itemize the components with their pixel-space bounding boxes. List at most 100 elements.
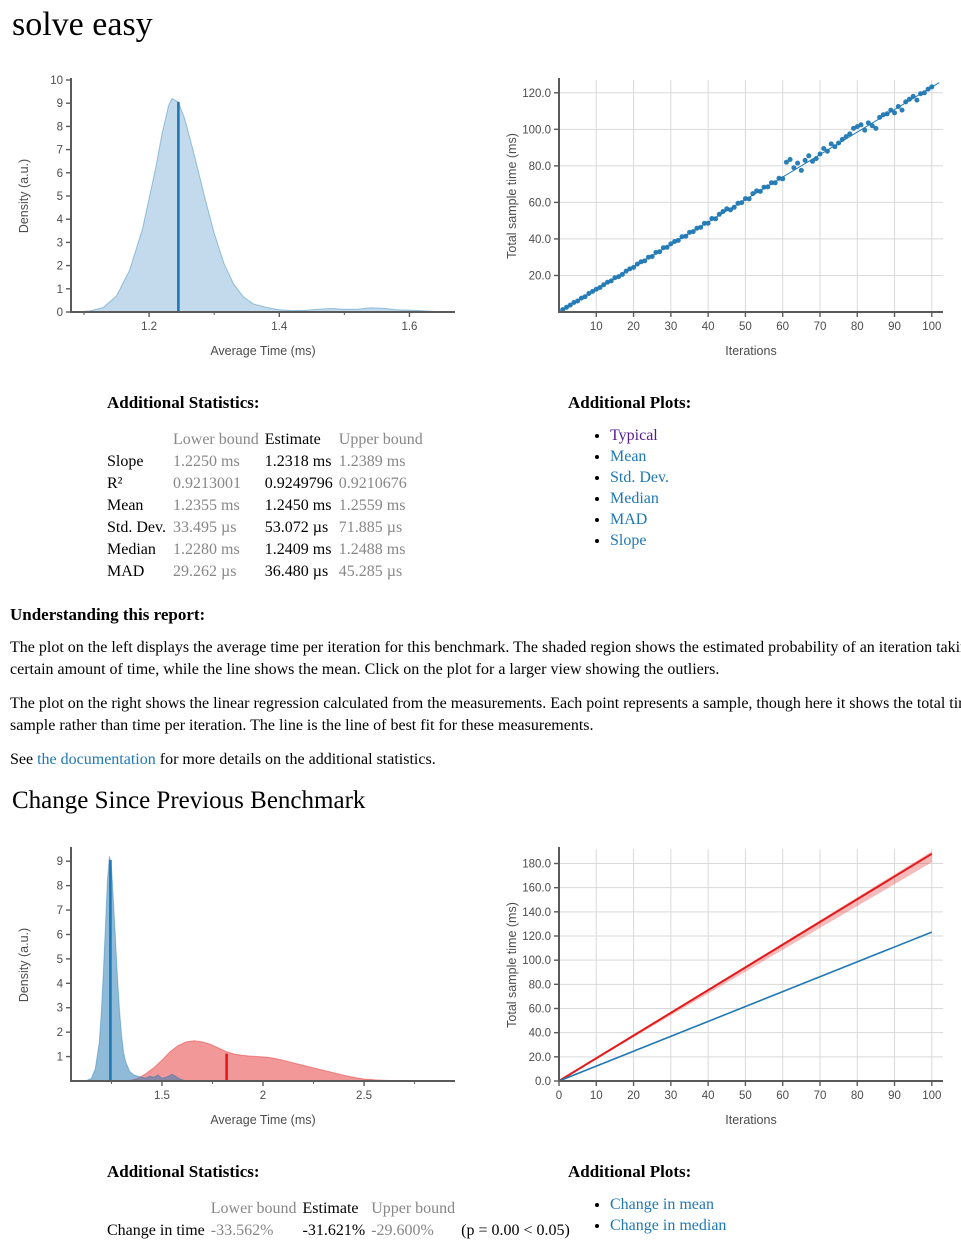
svg-text:120.0: 120.0 (522, 931, 551, 943)
regression-plot-link[interactable]: 10 20 30 40 50 60 70 80 90 100 20.0 40.0 60.0 80.0 100… (502, 70, 952, 362)
svg-text:40: 40 (702, 1090, 715, 1102)
stat-header-lower-bound: Lower bound (210, 1200, 297, 1217)
svg-text:120.0: 120.0 (522, 88, 551, 100)
pdf-comparison-chart[interactable]: 1.5 2 2.5 1 2 3 4 5 6 7 8 9 Average Time (ms) Density… (14, 839, 464, 1131)
plot-link-item: Change in mean (610, 1196, 961, 1214)
understanding-heading: Understanding this report: (10, 605, 206, 624)
explanation-paragraph-right-plot: The plot on the right shows the linear r… (10, 695, 961, 734)
additional-plot-link-std-dev-[interactable]: Std. Dev. (610, 469, 669, 486)
plot-link-item: Median (610, 490, 961, 508)
additional-statistics-heading: Additional Statistics: (107, 393, 260, 412)
svg-text:2.5: 2.5 (356, 1090, 372, 1102)
documentation-link[interactable]: the documentation (37, 751, 156, 768)
stat-row: Slope 1.2250 ms 1.2318 ms 1.2389 ms (107, 451, 429, 473)
info-row-1: Additional Statistics: Lower bound Estima… (10, 393, 961, 583)
stat-estimate: 36.480 µs (264, 563, 329, 580)
stat-row: Mean 1.2355 ms 1.2450 ms 1.2559 ms (107, 495, 429, 517)
stat-row: Std. Dev. 33.495 µs 53.072 µs 71.885 µs (107, 517, 429, 539)
svg-text:80: 80 (851, 321, 864, 333)
additional-plot-link-change-in-median[interactable]: Change in median (610, 1217, 727, 1234)
stat-row: Median 1.2280 ms 1.2409 ms 1.2488 ms (107, 539, 429, 561)
additional-plot-link-mad[interactable]: MAD (610, 511, 648, 528)
svg-text:60.0: 60.0 (529, 197, 551, 209)
additional-plot-link-slope[interactable]: Slope (610, 532, 647, 549)
stat-lower-bound: -33.562% (210, 1222, 274, 1239)
stat-lower-bound: 29.262 µs (173, 563, 237, 580)
stat-lower-bound: 1.2355 ms (173, 497, 240, 514)
svg-text:2: 2 (57, 1027, 63, 1039)
svg-text:6: 6 (57, 168, 63, 180)
pdf-plot-cell: 1.2 1.4 1.6 0 1 2 3 4 5 6 7 8 9 10 Average Time (ms) De… (10, 70, 490, 367)
stat-row: MAD 29.262 µs 36.480 µs 45.285 µs (107, 561, 429, 583)
stat-label: Median (107, 541, 156, 558)
additional-statistics-section: Additional Statistics: Lower bound Estima… (107, 393, 490, 583)
svg-text:4: 4 (57, 978, 64, 990)
svg-text:7: 7 (57, 145, 63, 157)
understanding-section: Understanding this report: The plot on t… (10, 605, 961, 771)
svg-text:20.0: 20.0 (529, 1052, 551, 1064)
additional-plot-link-median[interactable]: Median (610, 490, 659, 507)
additional-plot-link-mean[interactable]: Mean (610, 448, 647, 465)
stat-header-blank (107, 429, 173, 451)
regression-comparison-chart[interactable]: 0 10 20 30 40 50 60 70 80 90 100 0.0 20.0 40.0 60.0 80.… (502, 839, 952, 1131)
svg-text:1: 1 (57, 1052, 63, 1064)
svg-text:7: 7 (57, 905, 63, 917)
plots-row-2: 1.5 2 2.5 1 2 3 4 5 6 7 8 9 Average Time (ms) Density… (10, 839, 961, 1136)
svg-text:180.0: 180.0 (522, 859, 551, 871)
svg-text:Iterations: Iterations (725, 344, 776, 358)
svg-text:1.4: 1.4 (271, 321, 288, 333)
plot-link-item: Std. Dev. (610, 469, 961, 487)
page-title: solve easy (12, 6, 153, 43)
svg-text:0: 0 (556, 1090, 562, 1102)
stat-estimate: 53.072 µs (264, 519, 329, 536)
additional-plots-list: Typical Mean Std. Dev. Median MAD Slope (568, 427, 961, 550)
regression-plot-cell: 10 20 30 40 50 60 70 80 90 100 20.0 40.0 60.0 80.0 100… (490, 70, 961, 367)
svg-text:1.5: 1.5 (154, 1090, 170, 1102)
stat-estimate: 1.2318 ms (264, 453, 332, 470)
svg-text:5: 5 (57, 954, 63, 966)
svg-text:100: 100 (922, 321, 941, 333)
stat-header-upper-bound: Upper bound (338, 431, 423, 448)
svg-text:6: 6 (57, 929, 63, 941)
svg-text:80.0: 80.0 (529, 979, 551, 991)
plot-link-item: Change in median (610, 1217, 961, 1235)
svg-text:9: 9 (57, 856, 63, 868)
svg-text:90: 90 (888, 321, 901, 333)
svg-text:20.0: 20.0 (529, 270, 551, 282)
change-statistics-section: Additional Statistics: Lower bound Estima… (107, 1162, 570, 1242)
svg-text:Average Time (ms): Average Time (ms) (210, 1113, 315, 1127)
svg-text:9: 9 (57, 98, 63, 110)
svg-text:140.0: 140.0 (522, 907, 551, 919)
regression-chart[interactable]: 10 20 30 40 50 60 70 80 90 100 20.0 40.0 60.0 80.0 100… (502, 70, 952, 362)
stat-label: Std. Dev. (107, 519, 166, 536)
pdf-plot-link[interactable]: 1.2 1.4 1.6 0 1 2 3 4 5 6 7 8 9 10 Average Time (ms) De… (14, 70, 464, 362)
info-row-2: Additional Statistics: Lower bound Estima… (10, 1162, 961, 1242)
svg-text:40.0: 40.0 (529, 1028, 551, 1040)
additional-plots-heading: Additional Plots: (568, 393, 692, 412)
svg-text:3: 3 (57, 237, 63, 249)
additional-plot-link-typical[interactable]: Typical (610, 427, 658, 444)
pdf-chart[interactable]: 1.2 1.4 1.6 0 1 2 3 4 5 6 7 8 9 10 Average Time (ms) De… (14, 70, 464, 362)
svg-text:3: 3 (57, 1003, 63, 1015)
additional-plots-section: Additional Plots: Typical Mean Std. Dev. Me… (568, 393, 961, 550)
pdf-comparison-plot-link[interactable]: 1.5 2 2.5 1 2 3 4 5 6 7 8 9 Average Time (ms) Density… (14, 839, 464, 1131)
svg-text:Density (a.u.): Density (a.u.) (17, 159, 31, 233)
stat-estimate: -31.621% (302, 1222, 366, 1239)
stat-lower-bound: 1.2280 ms (173, 541, 240, 558)
svg-text:30: 30 (664, 1090, 677, 1102)
stat-upper-bound: 0.9210676 (338, 475, 407, 492)
stat-upper-bound: 71.885 µs (338, 519, 403, 536)
svg-text:40.0: 40.0 (529, 234, 551, 246)
svg-text:1.2: 1.2 (141, 321, 157, 333)
regression-comparison-plot-link[interactable]: 0 10 20 30 40 50 60 70 80 90 100 0.0 20.0 40.0 60.0 80.… (502, 839, 952, 1131)
stat-lower-bound: 33.495 µs (173, 519, 237, 536)
svg-text:0: 0 (57, 307, 63, 319)
svg-text:1: 1 (57, 284, 63, 296)
change-section-title: Change Since Previous Benchmark (12, 787, 366, 814)
explanation-paragraph-docs: See the documentation for more details o… (10, 751, 436, 768)
svg-text:10: 10 (50, 75, 63, 87)
additional-plot-link-change-in-mean[interactable]: Change in mean (610, 1196, 714, 1213)
stat-label: Change in time (107, 1222, 205, 1239)
plot-link-item: Slope (610, 532, 961, 550)
